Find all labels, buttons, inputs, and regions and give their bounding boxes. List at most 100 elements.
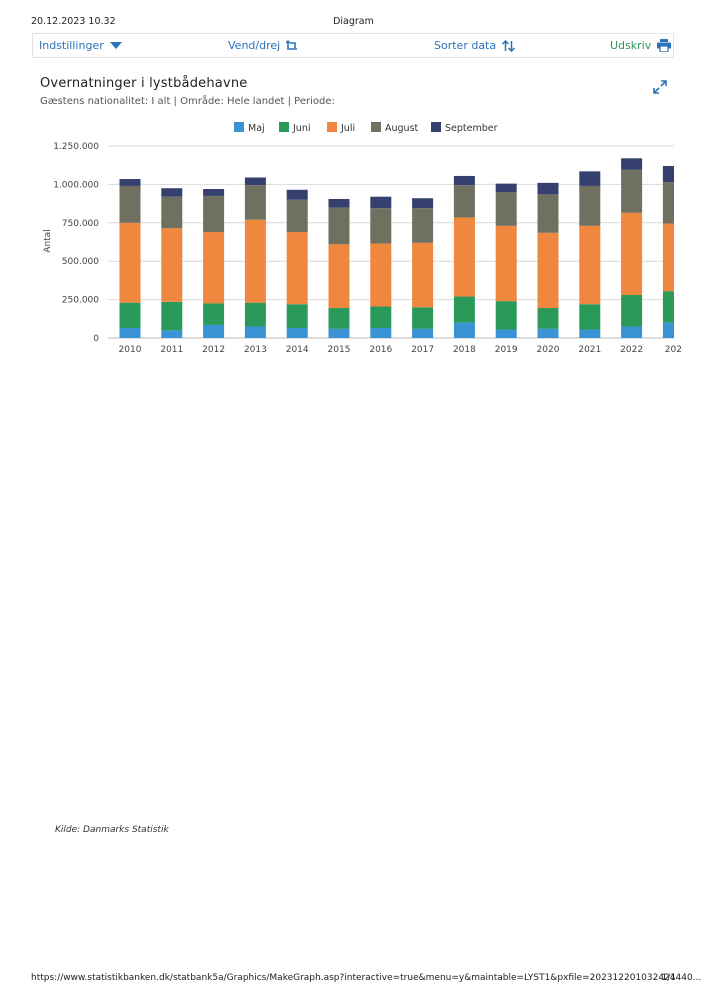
- legend-label: Juli: [340, 123, 355, 134]
- bar-maj-2019[interactable]: [495, 329, 517, 338]
- bar-juni-2010[interactable]: [119, 302, 141, 329]
- bar-juni-2017[interactable]: [412, 307, 434, 329]
- bar-september-2022[interactable]: [621, 158, 643, 170]
- bar-september-2019[interactable]: [495, 183, 517, 193]
- rotate-button[interactable]: Vend/drej: [228, 39, 298, 52]
- print-header: 20.12.2023 10.32 Diagram: [31, 16, 676, 30]
- bar-juli-2017[interactable]: [412, 242, 434, 308]
- bar-september-2017[interactable]: [412, 198, 434, 209]
- bar-juli-2020[interactable]: [537, 232, 559, 309]
- bar-juli-2013[interactable]: [244, 219, 266, 303]
- page-number: 1/1: [661, 973, 676, 983]
- legend-label: Maj: [248, 123, 265, 134]
- bar-august-2013[interactable]: [244, 185, 266, 220]
- bar-august-2017[interactable]: [412, 208, 434, 243]
- bar-september-2014[interactable]: [286, 189, 308, 200]
- legend-item-september[interactable]: September: [431, 122, 498, 134]
- bar-august-2021[interactable]: [579, 185, 601, 226]
- bar-juli-2023[interactable]: [662, 223, 674, 292]
- bar-juli-2016[interactable]: [370, 243, 392, 307]
- bar-september-2016[interactable]: [370, 196, 392, 209]
- bar-maj-2018[interactable]: [453, 322, 475, 338]
- bar-maj-2021[interactable]: [579, 329, 601, 338]
- bar-maj-2015[interactable]: [328, 328, 350, 338]
- bar-juli-2021[interactable]: [579, 225, 601, 305]
- bar-maj-2014[interactable]: [286, 328, 308, 338]
- bar-juni-2013[interactable]: [244, 302, 266, 327]
- sort-button[interactable]: Sorter data: [434, 39, 516, 52]
- bar-august-2011[interactable]: [161, 196, 183, 229]
- chart-title: Overnatninger i lystbådehavne: [40, 76, 248, 91]
- sort-label: Sorter data: [434, 39, 497, 52]
- bar-maj-2020[interactable]: [537, 328, 559, 338]
- bar-september-2010[interactable]: [119, 179, 141, 186]
- bar-juni-2020[interactable]: [537, 308, 559, 329]
- bar-juli-2018[interactable]: [453, 217, 475, 297]
- bar-juni-2021[interactable]: [579, 304, 601, 330]
- bar-juni-2011[interactable]: [161, 301, 183, 331]
- bar-august-2014[interactable]: [286, 199, 308, 233]
- bar-august-2010[interactable]: [119, 185, 141, 223]
- bar-juni-2023[interactable]: [662, 291, 674, 323]
- bar-september-2018[interactable]: [453, 175, 475, 186]
- bar-august-2018[interactable]: [453, 185, 475, 218]
- bar-juni-2015[interactable]: [328, 308, 350, 329]
- y-tick-label: 500.000: [62, 257, 99, 267]
- bar-juni-2018[interactable]: [453, 296, 475, 323]
- bar-maj-2022[interactable]: [621, 326, 643, 338]
- bar-juli-2014[interactable]: [286, 232, 308, 305]
- bar-juli-2011[interactable]: [161, 228, 183, 302]
- bar-august-2015[interactable]: [328, 207, 350, 245]
- y-axis: 0 250.000 500.000 750.000 1.000.000 1.250.000: [53, 142, 99, 344]
- legend-item-juni[interactable]: Juni: [279, 122, 310, 134]
- legend-label: September: [445, 123, 498, 134]
- bar-juli-2010[interactable]: [119, 222, 141, 303]
- bar-juli-2015[interactable]: [328, 244, 350, 309]
- settings-button[interactable]: Indstillinger: [39, 39, 122, 52]
- bar-september-2013[interactable]: [244, 177, 266, 186]
- bar-september-2021[interactable]: [579, 171, 601, 186]
- bar-august-2022[interactable]: [621, 169, 643, 213]
- bar-maj-2023[interactable]: [662, 322, 674, 338]
- legend-item-juli[interactable]: Juli: [327, 122, 355, 134]
- bar-juni-2022[interactable]: [621, 294, 643, 327]
- bar-august-2019[interactable]: [495, 192, 517, 226]
- x-axis: 2010 2011 2012 2013 2014 2015 2016 2017 2018 2019…: [119, 345, 682, 355]
- bar-august-2016[interactable]: [370, 208, 392, 244]
- bar-maj-2013[interactable]: [244, 326, 266, 338]
- bar-stack-2017: [412, 198, 434, 338]
- bar-maj-2017[interactable]: [412, 328, 434, 338]
- bar-september-2011[interactable]: [161, 188, 183, 197]
- legend-item-maj[interactable]: Maj: [234, 122, 265, 134]
- legend-swatch: [279, 122, 289, 132]
- bar-september-2023[interactable]: [662, 165, 674, 183]
- bar-juni-2019[interactable]: [495, 301, 517, 330]
- print-button[interactable]: Udskriv: [610, 39, 672, 52]
- bar-stack-2014: [286, 189, 308, 338]
- bar-maj-2012[interactable]: [203, 324, 225, 338]
- bar-juli-2012[interactable]: [203, 232, 225, 304]
- expand-icon[interactable]: [652, 79, 668, 95]
- bar-august-2020[interactable]: [537, 194, 559, 233]
- bar-september-2012[interactable]: [203, 189, 225, 196]
- bar-september-2015[interactable]: [328, 198, 350, 208]
- bar-august-2012[interactable]: [203, 195, 225, 233]
- bar-maj-2016[interactable]: [370, 328, 392, 338]
- bar-juli-2022[interactable]: [621, 212, 643, 295]
- x-tick-label: 2013: [244, 345, 267, 355]
- bar-juni-2014[interactable]: [286, 304, 308, 329]
- legend-swatch: [234, 122, 244, 132]
- x-tick-label: 2020: [537, 345, 560, 355]
- bar-maj-2011[interactable]: [161, 330, 183, 338]
- bar-september-2020[interactable]: [537, 182, 559, 195]
- bar-stack-2021: [579, 171, 601, 338]
- bar-stack-2013: [244, 177, 266, 338]
- caret-down-icon: [109, 41, 122, 49]
- bar-august-2023[interactable]: [662, 182, 674, 224]
- bar-juni-2012[interactable]: [203, 303, 225, 325]
- bar-juli-2019[interactable]: [495, 225, 517, 302]
- y-tick-label: 1.000.000: [53, 180, 99, 190]
- legend-item-august[interactable]: August: [371, 122, 419, 134]
- bar-maj-2010[interactable]: [119, 328, 141, 338]
- bar-juni-2016[interactable]: [370, 306, 392, 329]
